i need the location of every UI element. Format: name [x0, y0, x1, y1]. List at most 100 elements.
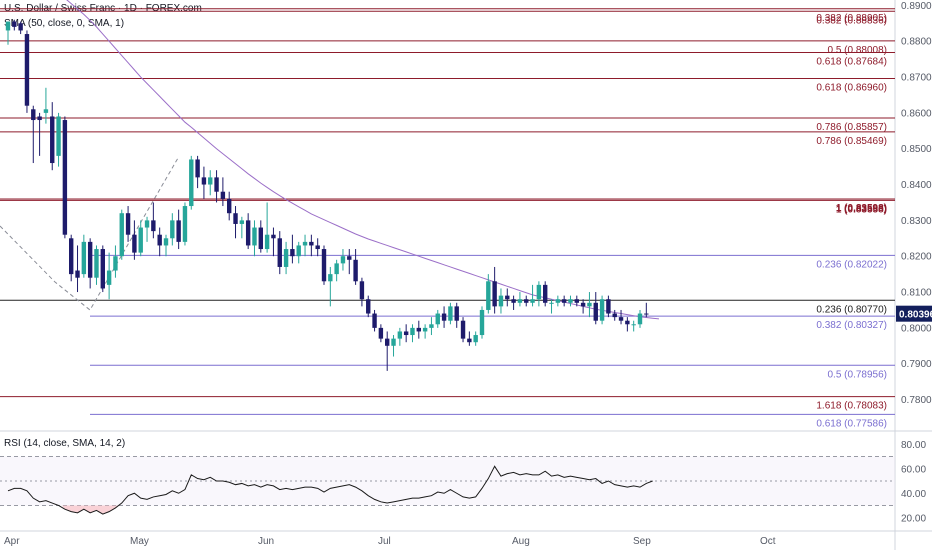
- sma-legend: SMA (50, close, 0, SMA, 1): [4, 18, 125, 29]
- candle-body: [106, 270, 112, 285]
- candle-body: [555, 299, 561, 303]
- candle-body: [315, 245, 320, 250]
- candle-body: [43, 109, 49, 113]
- candle-body: [50, 116, 55, 164]
- candle-body: [220, 191, 226, 199]
- candle-body: [561, 299, 567, 303]
- candle-body: [245, 220, 251, 246]
- candle-body: [321, 249, 327, 282]
- candle-body: [340, 256, 346, 264]
- fib-level-label: 0.786 (0.85469): [816, 136, 887, 147]
- candle-body: [517, 299, 523, 303]
- candle-body: [498, 295, 504, 307]
- candle-body: [31, 109, 36, 121]
- candle-body: [271, 234, 276, 239]
- time-tick-label: Aug: [512, 536, 530, 547]
- candle-body: [410, 327, 415, 336]
- candle-body: [391, 338, 396, 346]
- candle-body: [574, 299, 579, 303]
- candle-body: [170, 220, 175, 239]
- fib-level-label: 0.382 (0.88836): [816, 15, 887, 26]
- candle-body: [75, 270, 80, 278]
- candle-body: [144, 220, 150, 228]
- fib-level-label: 0.618 (0.77586): [816, 418, 887, 429]
- candle-body: [239, 220, 245, 224]
- candle-body: [536, 284, 542, 300]
- time-tick-label: Apr: [4, 536, 20, 547]
- time-tick-label: Jun: [258, 536, 274, 547]
- candle-body: [568, 299, 573, 303]
- rsi-tick-label: 40.00: [901, 489, 926, 500]
- candle-body: [37, 116, 42, 121]
- candle-body: [587, 302, 592, 307]
- candle-body: [543, 284, 548, 303]
- candle-body: [441, 313, 447, 321]
- candle-body: [87, 241, 93, 278]
- candle-body: [429, 324, 434, 328]
- candle-body: [397, 331, 403, 339]
- candle-body: [227, 198, 232, 214]
- candle-body: [233, 213, 238, 224]
- candle-body: [201, 177, 207, 185]
- candle-body: [511, 299, 516, 303]
- candle-body: [309, 241, 314, 246]
- candle-body: [549, 302, 554, 304]
- candle-body: [56, 116, 61, 156]
- rsi-legend: RSI (14, close, SMA, 14, 2): [4, 438, 126, 449]
- candle-body: [599, 299, 605, 321]
- candle-body: [132, 234, 137, 253]
- candle-body: [125, 213, 131, 235]
- fib-level-label: 1.618 (0.78083): [816, 401, 887, 412]
- time-tick-label: Oct: [760, 536, 776, 547]
- candle-body: [258, 227, 263, 250]
- rsi-oversold-fill: [61, 505, 119, 515]
- candle-body: [435, 313, 440, 325]
- candle-body: [353, 259, 358, 282]
- rsi-line: [7, 465, 653, 515]
- candle-body: [208, 177, 213, 185]
- candle-body: [214, 177, 219, 192]
- candle-body: [334, 263, 339, 275]
- candle-body: [195, 159, 200, 178]
- candle-body: [157, 234, 162, 246]
- candle-body: [378, 327, 384, 339]
- time-tick-label: Jul: [378, 536, 391, 547]
- candle-body: [24, 34, 30, 106]
- candle-body: [81, 241, 87, 275]
- candle-body: [486, 281, 491, 310]
- candle-body: [182, 206, 188, 242]
- candle-body: [189, 159, 194, 207]
- candle-body: [448, 306, 453, 321]
- candle-body: [328, 274, 333, 282]
- rsi-tick-label: 80.00: [901, 440, 926, 451]
- candle-body: [637, 313, 643, 325]
- sma-line: [66, 0, 660, 320]
- candle-body: [606, 299, 611, 314]
- fib-level-label: 0.5 (0.78956): [828, 369, 888, 380]
- candle-body: [467, 338, 472, 343]
- candle-body: [94, 249, 99, 278]
- candle-body: [359, 281, 365, 300]
- last-price-label: 0.80396: [899, 310, 932, 321]
- rsi-tick-label: 20.00: [901, 513, 926, 524]
- last-price-badge: [896, 305, 932, 322]
- candle-body: [18, 23, 23, 31]
- candle-body: [264, 234, 270, 250]
- fib-level-label: 0.236 (0.82022): [816, 259, 887, 270]
- candle-body: [505, 295, 510, 300]
- candle-body: [631, 324, 636, 326]
- candle-body: [252, 227, 257, 246]
- candle-body: [12, 21, 17, 27]
